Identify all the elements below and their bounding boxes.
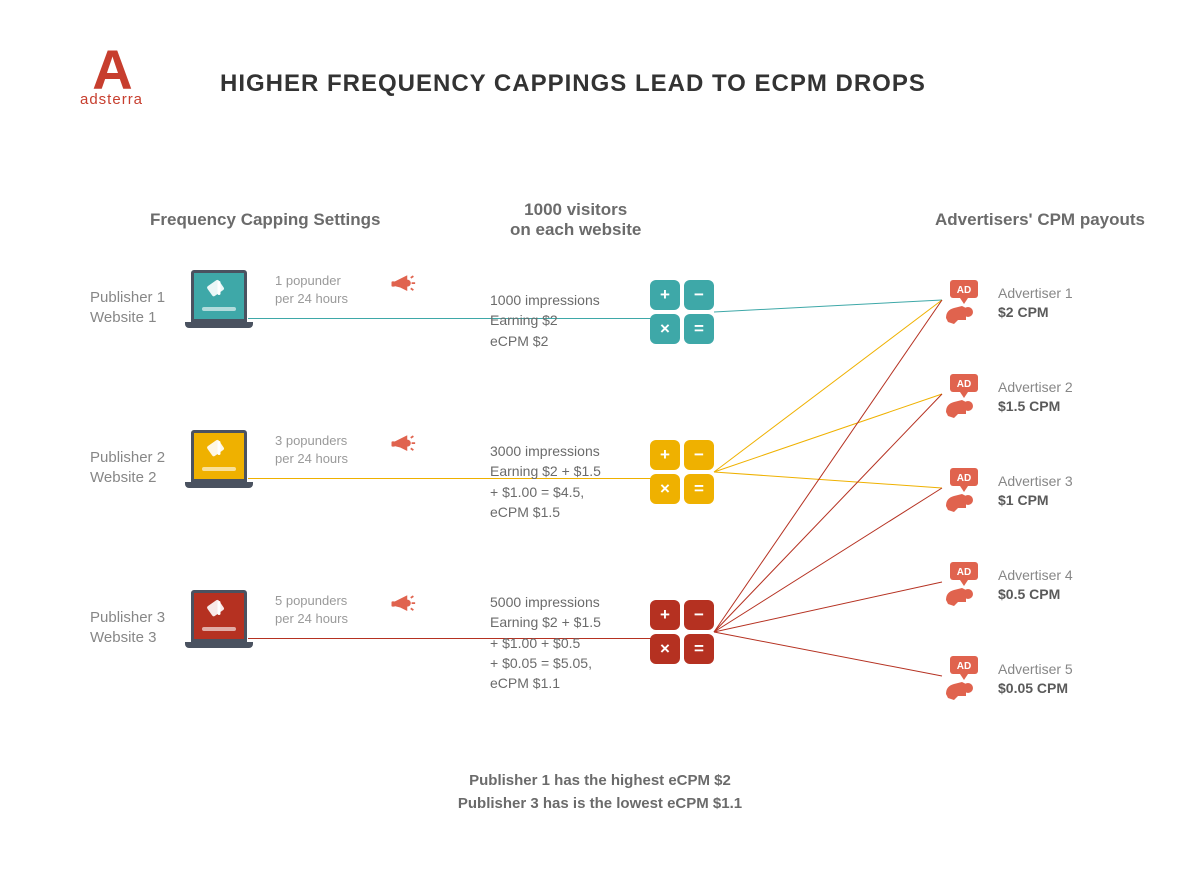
megaphone-icon-1: [388, 270, 416, 298]
svg-text:AD: AD: [957, 567, 971, 578]
advertiser-icon-4: AD: [940, 560, 984, 608]
svg-text:AD: AD: [957, 379, 971, 390]
column-header-capping: Frequency Capping Settings: [150, 210, 380, 230]
publisher-label-1: Publisher 1Website 1: [90, 288, 165, 329]
advertiser-icon-5: AD: [940, 654, 984, 702]
column-header-payouts: Advertisers' CPM payouts: [935, 210, 1145, 230]
capping-label-2: 3 popundersper 24 hours: [275, 432, 385, 467]
calculator-icon-3: + − × =: [650, 600, 714, 664]
advertiser-label-5: Advertiser 5$0.05 CPM: [998, 660, 1073, 698]
capping-label-1: 1 popunderper 24 hours: [275, 272, 385, 307]
column-header-visitors-l1: 1000 visitors: [524, 200, 627, 219]
logo-text: adsterra: [80, 91, 143, 108]
advertiser-icon-2: AD: [940, 372, 984, 420]
svg-text:AD: AD: [957, 661, 971, 672]
svg-text:AD: AD: [957, 285, 971, 296]
connector-lines: [0, 0, 1200, 880]
advertiser-label-4: Advertiser 4$0.5 CPM: [998, 566, 1073, 604]
svg-text:AD: AD: [957, 473, 971, 484]
page-title: HIGHER FREQUENCY CAPPINGS LEAD TO ECPM D…: [220, 70, 926, 98]
logo: A adsterra: [80, 45, 143, 108]
capping-label-3: 5 popundersper 24 hours: [275, 592, 385, 627]
column-header-visitors-l2: on each website: [510, 220, 641, 239]
calculator-icon-2: + − × =: [650, 440, 714, 504]
publisher-label-3: Publisher 3Website 3: [90, 608, 165, 649]
advertiser-icon-3: AD: [940, 466, 984, 514]
logo-mark: A: [92, 45, 130, 95]
calc-text-2: 3000 impressionsEarning $2 + $1.5+ $1.00…: [490, 441, 640, 522]
summary-text: Publisher 1 has the highest eCPM $2 Publ…: [400, 770, 800, 815]
summary-line-1: Publisher 1 has the highest eCPM $2: [469, 772, 731, 789]
calculator-icon-1: + − × =: [650, 280, 714, 344]
column-header-visitors: 1000 visitors on each website: [510, 200, 641, 240]
megaphone-icon-2: [388, 430, 416, 458]
megaphone-icon-3: [388, 590, 416, 618]
advertiser-icon-1: AD: [940, 278, 984, 326]
calc-text-1: 1000 impressionsEarning $2eCPM $2: [490, 290, 640, 351]
summary-line-2: Publisher 3 has is the lowest eCPM $1.1: [458, 795, 742, 812]
laptop-icon-3: [185, 590, 253, 648]
advertiser-label-1: Advertiser 1$2 CPM: [998, 284, 1073, 322]
calc-text-3: 5000 impressionsEarning $2 + $1.5+ $1.00…: [490, 592, 640, 693]
advertiser-label-2: Advertiser 2$1.5 CPM: [998, 378, 1073, 416]
advertiser-label-3: Advertiser 3$1 CPM: [998, 472, 1073, 510]
laptop-icon-2: [185, 430, 253, 488]
laptop-icon-1: [185, 270, 253, 328]
publisher-label-2: Publisher 2Website 2: [90, 448, 165, 489]
